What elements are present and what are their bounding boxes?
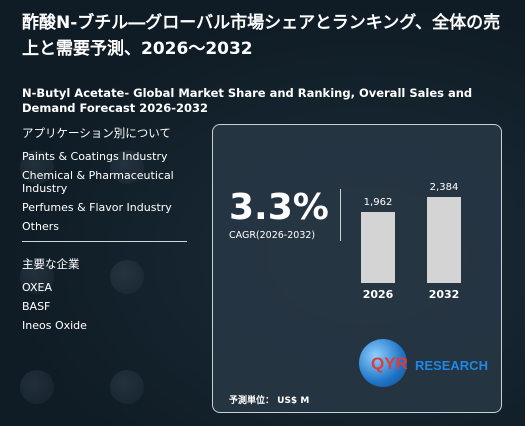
chart-bar-2032 xyxy=(427,196,461,283)
company-item: OXEA xyxy=(22,281,52,294)
cagr-value: 3.3% xyxy=(229,187,329,228)
bar-value-label: 2,384 xyxy=(429,181,459,193)
chart-bar-2026 xyxy=(361,211,395,283)
bar-category-label: 2026 xyxy=(362,288,394,301)
left-column: アプリケーション別について Paints & Coatings Industry… xyxy=(22,125,192,338)
logo-mark: QYR xyxy=(371,354,408,373)
watermark-logo-icon xyxy=(110,150,144,184)
logo-text: RESEARCH xyxy=(415,358,488,373)
unit-label: 予測単位： US$ M xyxy=(229,396,310,406)
cagr-label: CAGR(2026-2032) xyxy=(229,230,316,241)
applications-heading: アプリケーション別について xyxy=(22,126,171,140)
company-item: BASF xyxy=(22,300,51,313)
watermark-logo-icon xyxy=(20,260,54,294)
application-item: Perfumes & Flavor Industry xyxy=(22,201,172,214)
watermark-logo-icon xyxy=(20,150,54,184)
bar-category-label: 2032 xyxy=(428,288,460,301)
application-item: Others xyxy=(22,220,59,233)
cagr-divider xyxy=(340,189,341,241)
application-item: Paints & Coatings Industry xyxy=(22,150,168,163)
section-divider xyxy=(22,241,187,242)
qyresearch-logo: QYR RESEARCH xyxy=(359,339,499,389)
watermark-logo-icon xyxy=(20,370,54,404)
watermark-logo-icon xyxy=(110,260,144,294)
application-item: Chemical & Pharmaceutical Industry xyxy=(22,169,174,195)
bar-value-label: 1,962 xyxy=(363,196,393,208)
page-subtitle: N-Butyl Acetate- Global Market Share and… xyxy=(22,86,473,115)
company-item: Ineos Oxide xyxy=(22,319,87,332)
globe-icon xyxy=(359,339,407,387)
forecast-panel: 3.3% CAGR(2026-2032) 1,962 2026 2,384 2032 … xyxy=(212,124,502,413)
watermark-logo-icon xyxy=(110,370,144,404)
companies-heading: 主要な企業 xyxy=(22,257,80,271)
page-title: 酢酸N-ブチル―グローバル市場シェアとランキング、全体の売上と需要予測、2026… xyxy=(22,13,501,59)
